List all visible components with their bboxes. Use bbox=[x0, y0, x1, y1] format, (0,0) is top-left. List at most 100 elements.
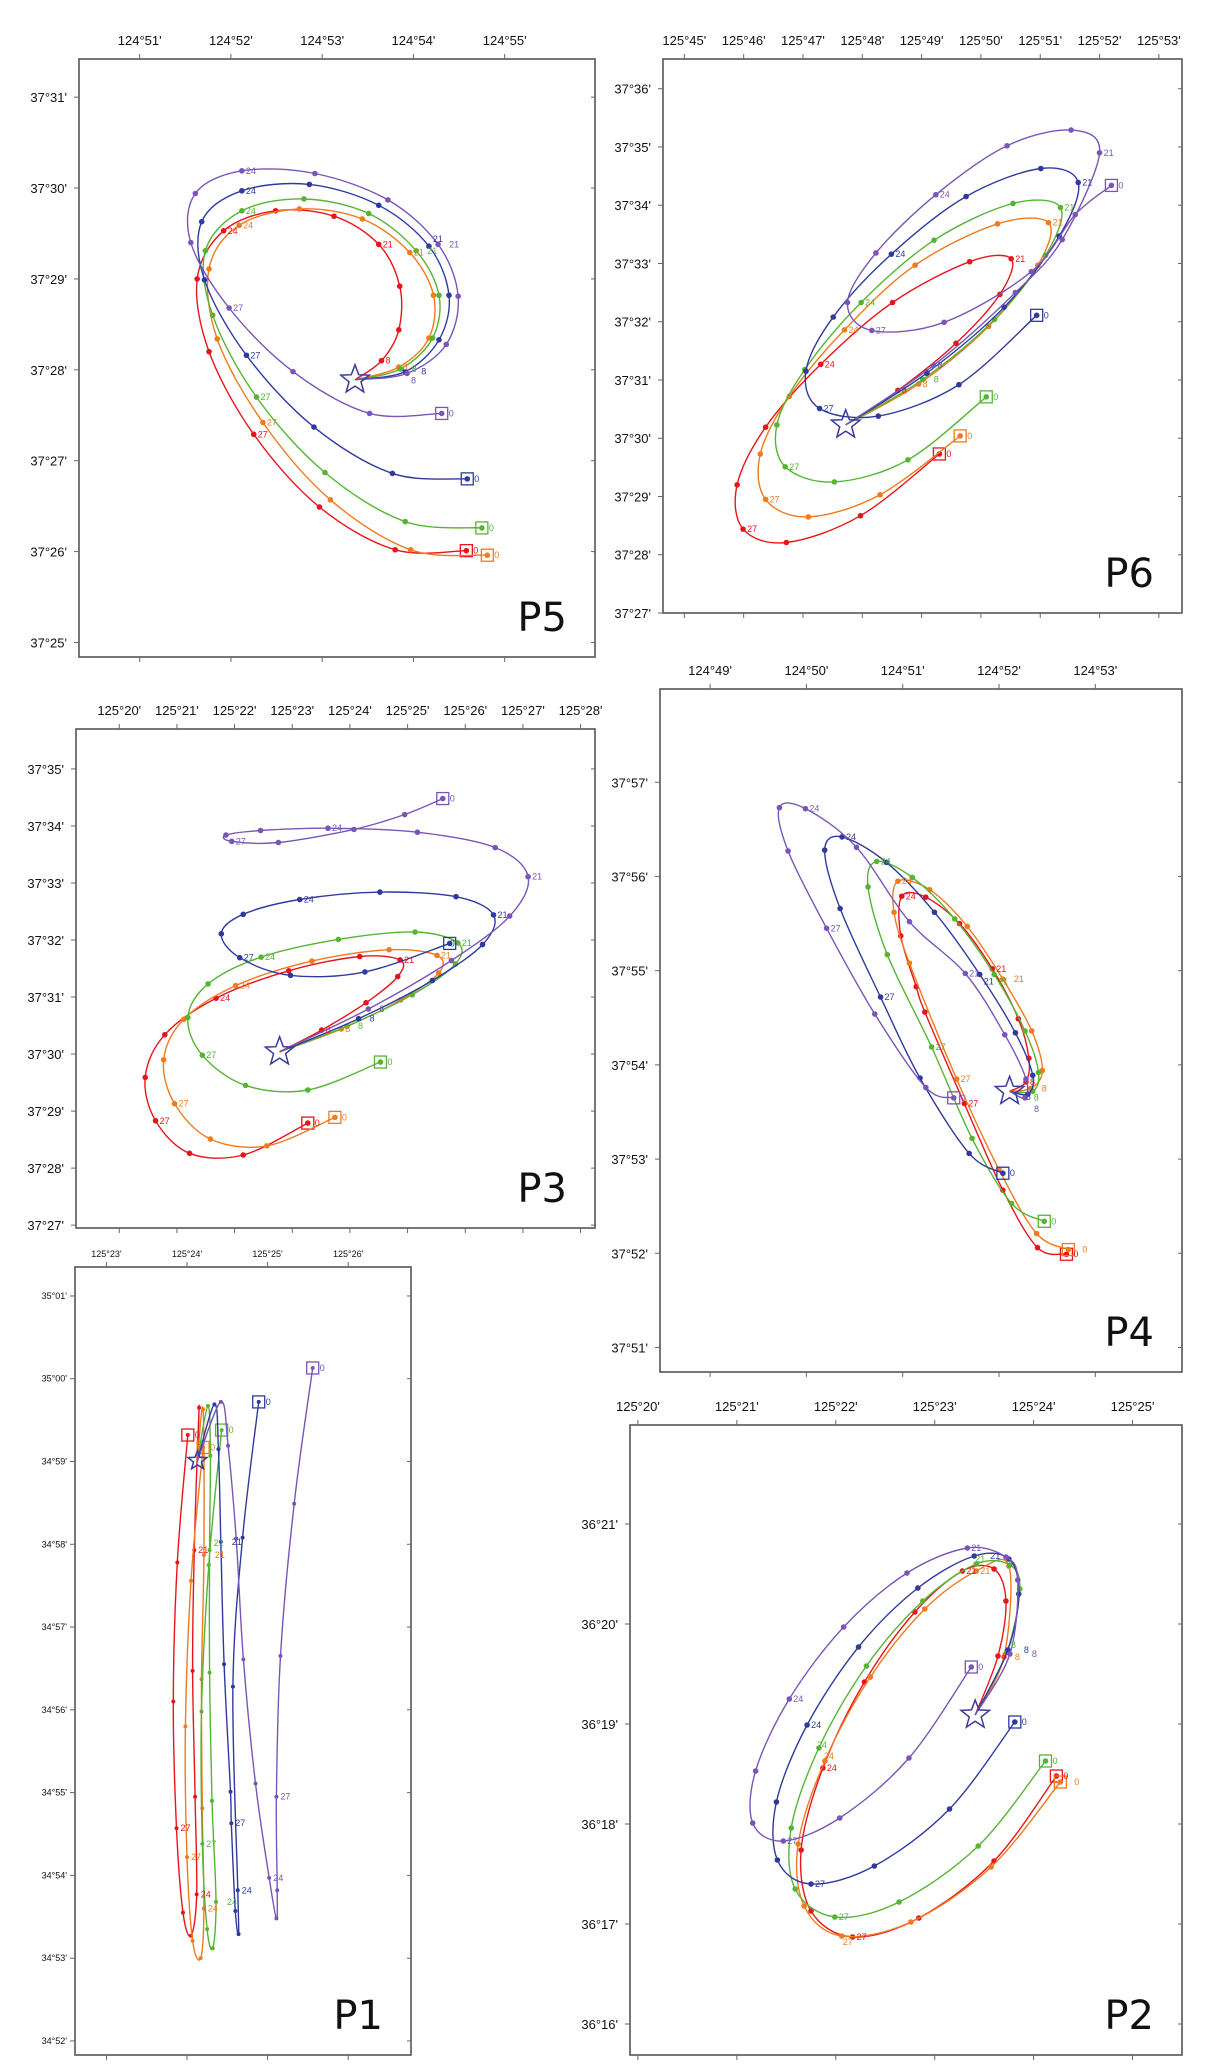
trajectory-point bbox=[241, 1657, 246, 1662]
trajectory-series bbox=[183, 1406, 210, 1961]
end-square-marker bbox=[443, 936, 457, 951]
trajectory-point bbox=[453, 893, 459, 900]
y-tick-label: 37°32' bbox=[27, 933, 64, 948]
trajectory-point bbox=[774, 1857, 781, 1863]
end-point bbox=[438, 410, 445, 417]
x-tick-label: 124°51' bbox=[881, 663, 925, 678]
trajectory-series bbox=[196, 1395, 266, 1937]
point-label: 8 bbox=[411, 375, 416, 385]
end-square-marker bbox=[306, 1361, 320, 1375]
trajectory-point bbox=[964, 923, 971, 930]
x-tick-label: 125°23' bbox=[91, 1249, 122, 1259]
y-tick-label: 37°29' bbox=[30, 272, 67, 287]
point-label: 21 bbox=[232, 1537, 242, 1547]
trajectory-point bbox=[205, 1927, 210, 1932]
trajectory-point bbox=[839, 834, 845, 840]
trajectory-point bbox=[239, 167, 245, 174]
trajectory-point bbox=[223, 832, 229, 838]
end-square-marker bbox=[1053, 1775, 1067, 1789]
trajectory-point bbox=[201, 277, 208, 283]
end-point bbox=[957, 433, 963, 439]
trajectory-point bbox=[1014, 1577, 1021, 1583]
trajectory-point bbox=[392, 546, 398, 553]
point-label: 27 bbox=[280, 1792, 290, 1802]
point-label: 24 bbox=[846, 832, 856, 842]
trajectory-point bbox=[888, 251, 895, 257]
point-label: 27 bbox=[181, 1823, 191, 1833]
point-label: 21 bbox=[214, 1538, 224, 1548]
trajectory-point bbox=[928, 1044, 935, 1050]
end-point bbox=[463, 547, 470, 554]
trajectory-point bbox=[1042, 252, 1049, 259]
trajectory-point bbox=[991, 971, 997, 978]
trajectory-point bbox=[1000, 976, 1006, 982]
y-tick-label: 35°00' bbox=[42, 1374, 68, 1384]
trajectory-point bbox=[782, 463, 788, 470]
point-label: 0 bbox=[450, 794, 455, 804]
point-label: 8 bbox=[902, 386, 907, 396]
point-label: 27 bbox=[258, 429, 268, 439]
trajectory-series bbox=[821, 834, 1036, 1180]
point-label: 0 bbox=[993, 392, 998, 402]
trajectory-point bbox=[867, 1674, 874, 1680]
trajectory-point bbox=[780, 1838, 787, 1844]
point-label: 24 bbox=[228, 226, 238, 236]
trajectory-point bbox=[206, 348, 212, 355]
y-tick-label: 36°19' bbox=[581, 1717, 618, 1732]
trajectory-point bbox=[921, 1606, 928, 1612]
point-label: 0 bbox=[978, 1662, 983, 1672]
trajectory-point bbox=[831, 1914, 838, 1920]
point-label: 21 bbox=[1015, 254, 1025, 264]
trajectory-point bbox=[205, 1404, 210, 1409]
plot-frame bbox=[78, 58, 596, 658]
point-label: 8 bbox=[924, 368, 929, 378]
trajectory-point bbox=[1035, 1069, 1042, 1076]
point-label: 27 bbox=[876, 326, 886, 336]
trajectory-series bbox=[160, 946, 444, 1149]
x-tick-label: 125°25' bbox=[1111, 1399, 1155, 1414]
x-tick-label: 125°23' bbox=[270, 703, 314, 718]
trajectory-point bbox=[931, 909, 938, 916]
trajectory-point bbox=[752, 1768, 759, 1774]
trajectory-point bbox=[228, 1789, 233, 1794]
trajectory-point bbox=[995, 1653, 1001, 1659]
point-label: 8 bbox=[1034, 1104, 1039, 1114]
point-label: 21 bbox=[449, 239, 459, 249]
trajectory-line bbox=[774, 199, 1063, 483]
trajectory-point bbox=[236, 954, 243, 961]
trajectory-point bbox=[966, 258, 973, 265]
trajectory-series bbox=[185, 929, 463, 1093]
end-square-marker bbox=[1038, 1754, 1053, 1768]
point-label: 21 bbox=[990, 1551, 1000, 1561]
point-label: 8 bbox=[379, 1004, 384, 1014]
x-tick-label: 125°53' bbox=[1137, 33, 1181, 48]
point-label: 21 bbox=[984, 976, 994, 986]
trajectory-point bbox=[1029, 1072, 1036, 1079]
trajectory-point bbox=[1022, 1095, 1028, 1101]
y-tick-label: 37°29' bbox=[27, 1104, 64, 1119]
point-label: 24 bbox=[824, 1751, 834, 1761]
point-label: 24 bbox=[208, 1904, 218, 1914]
y-tick-label: 34°52' bbox=[42, 2036, 68, 2046]
end-square-marker bbox=[460, 472, 474, 486]
trajectory-point bbox=[915, 1585, 921, 1591]
point-label: 8 bbox=[358, 1021, 363, 1031]
x-tick-label: 125°21' bbox=[155, 703, 199, 718]
trajectory-line bbox=[206, 208, 488, 557]
point-label: 27 bbox=[770, 494, 780, 504]
trajectory-point bbox=[236, 1932, 241, 1937]
panel-title: P5 bbox=[517, 595, 567, 641]
x-tick-label: 125°26' bbox=[443, 703, 487, 718]
point-label: 21 bbox=[427, 246, 437, 256]
y-tick-label: 37°52' bbox=[611, 1246, 648, 1261]
point-label: 27 bbox=[267, 418, 277, 428]
trajectory-point bbox=[1068, 127, 1074, 133]
x-tick-label: 125°27' bbox=[501, 703, 545, 718]
point-label: 0 bbox=[266, 1397, 271, 1407]
x-tick-label: 124°51' bbox=[118, 33, 162, 48]
trajectory-point bbox=[858, 299, 864, 306]
trajectory-point bbox=[253, 1781, 258, 1786]
